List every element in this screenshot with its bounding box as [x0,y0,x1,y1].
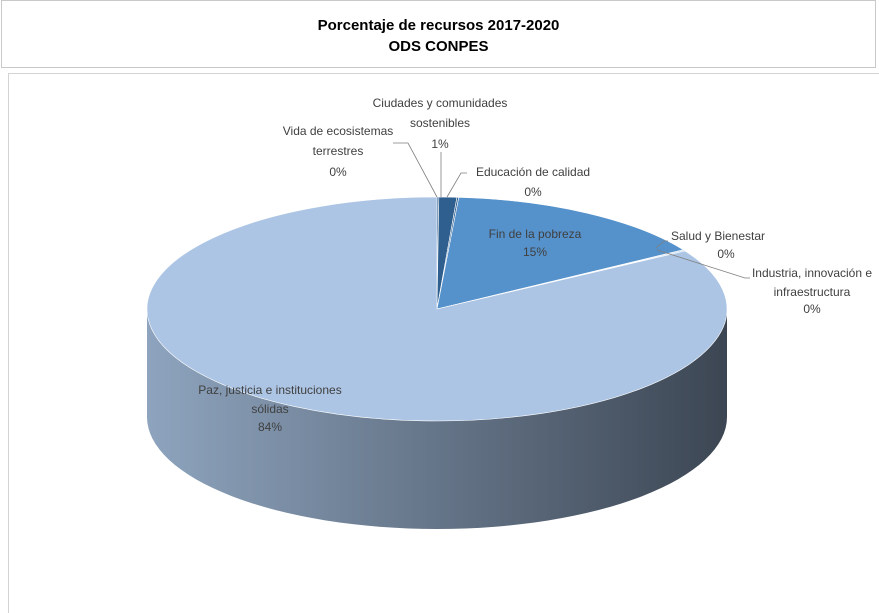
label-industria-line1: Industria, innovación e [752,266,872,280]
pie-top-face [146,196,728,422]
pie-slice-paz [146,196,728,422]
label-vida-pct: 0% [329,165,347,179]
label-pobreza-pct: 15% [523,245,547,259]
leader-lines [393,142,750,279]
label-industria-line2: infraestructura [774,285,851,299]
chart-title-box: Porcentaje de recursos 2017-2020 ODS CON… [1,0,876,68]
label-educacion-line1: Educación de calidad [476,165,590,179]
label-ciudades-line1: Ciudades y comunidades [373,96,508,110]
label-educacion-pct: 0% [524,185,542,199]
label-salud-line1: Salud y Bienestar [671,229,765,243]
label-pobreza-line1: Fin de la pobreza [489,227,582,241]
label-paz-line1: Paz, justicia e instituciones [198,383,341,397]
label-vida-line2: terrestres [313,144,364,158]
label-salud-pct: 0% [717,247,735,261]
chart-title: Porcentaje de recursos 2017-2020 [317,17,560,34]
pie-side-wall [147,309,727,529]
plot-area [8,73,879,613]
leader-line-3 [655,240,668,249]
label-paz-line2: sólidas [251,402,288,416]
label-vida-line1: Vida de ecosistemas [283,124,394,138]
leader-line-4 [656,249,750,279]
label-ciudades-pct: 1% [431,137,449,151]
leader-line-2 [446,172,467,198]
pie-side-surface [147,309,727,529]
label-paz-pct: 84% [258,420,282,434]
leader-line-0 [393,142,438,198]
chart-subtitle: ODS CONPES [388,38,489,55]
label-industria-pct: 0% [803,302,821,316]
label-ciudades-line2: sostenibles [410,116,470,130]
